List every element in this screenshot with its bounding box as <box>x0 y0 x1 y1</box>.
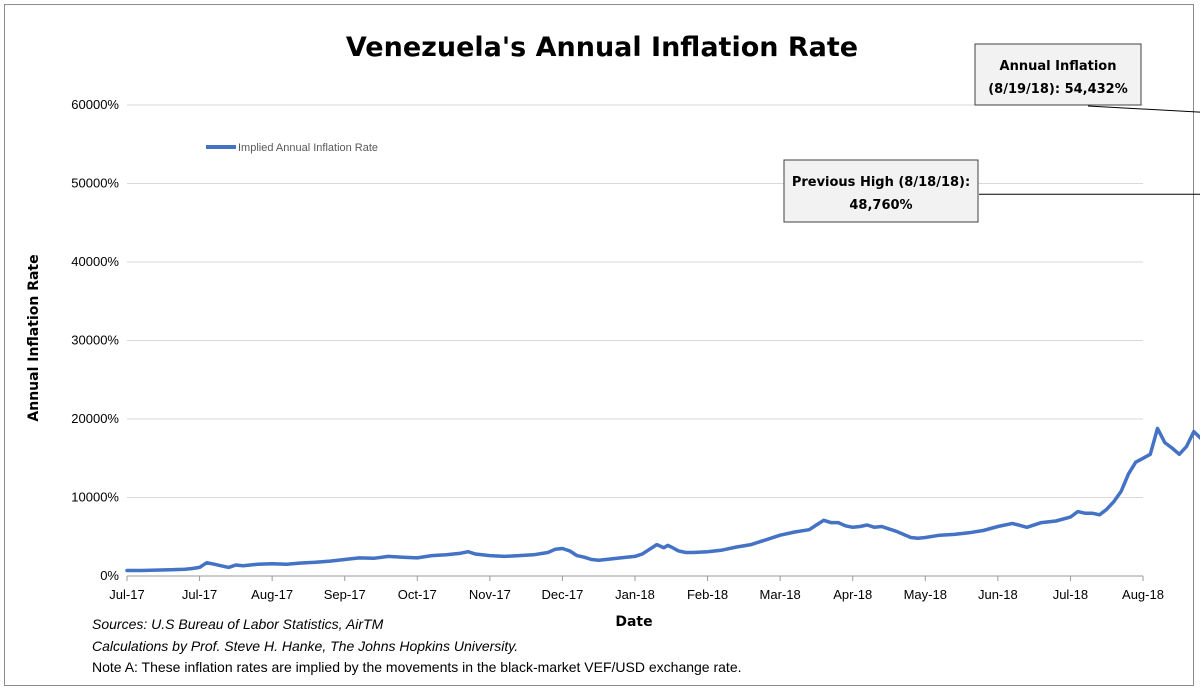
calculations-note: Calculations by Prof. Steve H. Hanke, Th… <box>92 638 519 654</box>
x-tick-label: Oct-17 <box>398 587 437 602</box>
x-tick-label: Sep-17 <box>324 587 366 602</box>
chart-title: Venezuela's Annual Inflation Rate <box>346 32 858 63</box>
y-tick-label: 10000% <box>71 490 119 505</box>
x-tick-label: Mar-18 <box>760 587 801 602</box>
grid-lines <box>127 104 1143 498</box>
x-tick-label: Nov-17 <box>469 587 511 602</box>
y-tick-label: 50000% <box>71 176 119 191</box>
x-tick-label: Aug-17 <box>251 587 293 602</box>
callout-text-line1: Previous High (8/18/18): <box>792 175 970 190</box>
callout-text-line1: Annual Inflation <box>1000 59 1117 74</box>
callout-annual-inflation: Annual Inflation (8/19/18): 54,432% <box>974 43 1200 113</box>
x-tick-label: Jan-18 <box>615 587 655 602</box>
callout-text-line2: 48,760% <box>849 198 912 213</box>
x-tick-label: May-18 <box>904 587 947 602</box>
x-tick-label: Apr-18 <box>833 587 872 602</box>
callout-arrow <box>1087 105 1200 113</box>
y-axis-ticks: 0% 10000% 20000% 30000% 40000% 50000% 60000% <box>71 97 119 583</box>
y-tick-label: 60000% <box>71 97 119 112</box>
y-tick-label: 30000% <box>71 333 119 348</box>
y-tick-label: 20000% <box>71 411 119 426</box>
x-tick-label: Jul-17 <box>109 587 144 602</box>
series-line-implied-inflation <box>125 426 1200 573</box>
x-axis-ticks: Jul-17 Jul-17 Aug-17 Sep-17 Oct-17 Nov-17 Dec-… <box>109 576 1164 602</box>
callout-previous-high: Previous High (8/18/18): 48,760% <box>783 159 1200 223</box>
y-tick-label: 40000% <box>71 254 119 269</box>
x-tick-label: Jul-17 <box>182 587 217 602</box>
callout-box <box>783 159 979 223</box>
callout-box <box>974 43 1142 106</box>
chart-frame <box>4 4 1194 686</box>
sources-note: Sources: U.S Bureau of Labor Statistics,… <box>92 616 384 632</box>
x-tick-label: Aug-18 <box>1122 587 1164 602</box>
x-tick-label: Dec-17 <box>541 587 583 602</box>
x-tick-label: Jul-18 <box>1053 587 1088 602</box>
x-tick-label: Jun-18 <box>978 587 1018 602</box>
y-tick-label: 0% <box>100 568 119 583</box>
y-axis-label: Annual Inflation Rate <box>26 254 42 421</box>
x-axis-label: Date <box>615 614 652 630</box>
x-tick-label: Feb-18 <box>687 587 728 602</box>
callout-text-line2: (8/19/18): 54,432% <box>988 82 1128 97</box>
note-a: Note A: These inflation rates are implie… <box>92 659 742 675</box>
legend-label: Implied Annual Inflation Rate <box>238 142 378 154</box>
legend: Implied Annual Inflation Rate <box>206 142 378 154</box>
